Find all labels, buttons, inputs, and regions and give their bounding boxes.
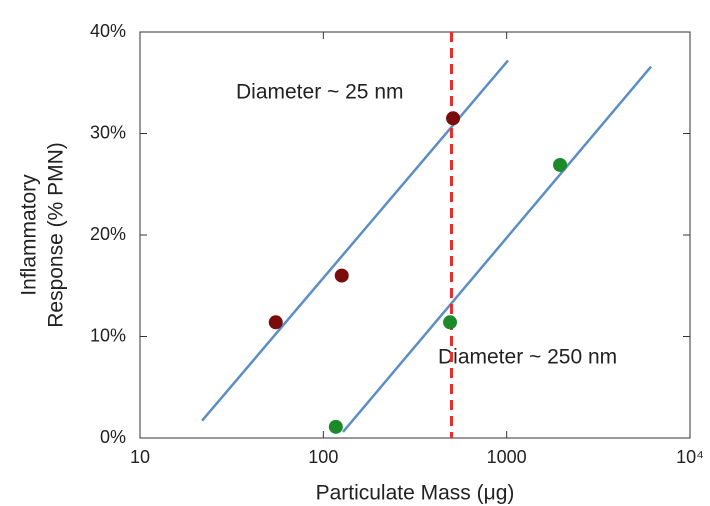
y-axis-label: Inflammatory xyxy=(18,174,41,296)
y-tick-label: 20% xyxy=(90,224,126,244)
x-tick-label: 10⁴ xyxy=(676,447,704,467)
y-tick-label: 0% xyxy=(100,427,126,447)
point xyxy=(328,419,343,434)
annotation: Diameter ~ 250 nm xyxy=(438,346,617,369)
fit-line xyxy=(342,65,653,433)
y-axis-label: Response (% PMN) xyxy=(45,142,68,328)
x-tick-label: 100 xyxy=(308,447,338,467)
y-tick-label: 30% xyxy=(90,122,126,142)
point xyxy=(268,315,283,330)
plot-frame xyxy=(139,31,691,439)
annotation: Diameter ~ 25 nm xyxy=(236,81,404,104)
point xyxy=(446,111,461,126)
y-tick-label: 10% xyxy=(90,325,126,345)
x-tick-label: 10 xyxy=(130,447,150,467)
point xyxy=(553,157,568,172)
x-tick-label: 1000 xyxy=(487,447,527,467)
point xyxy=(443,315,458,330)
x-axis-label: Particulate Mass (μg) xyxy=(316,482,515,505)
y-axis-label-group: Inflammatory Response (% PMN) xyxy=(18,142,68,328)
point xyxy=(334,268,349,283)
y-tick-label: 40% xyxy=(90,21,126,41)
